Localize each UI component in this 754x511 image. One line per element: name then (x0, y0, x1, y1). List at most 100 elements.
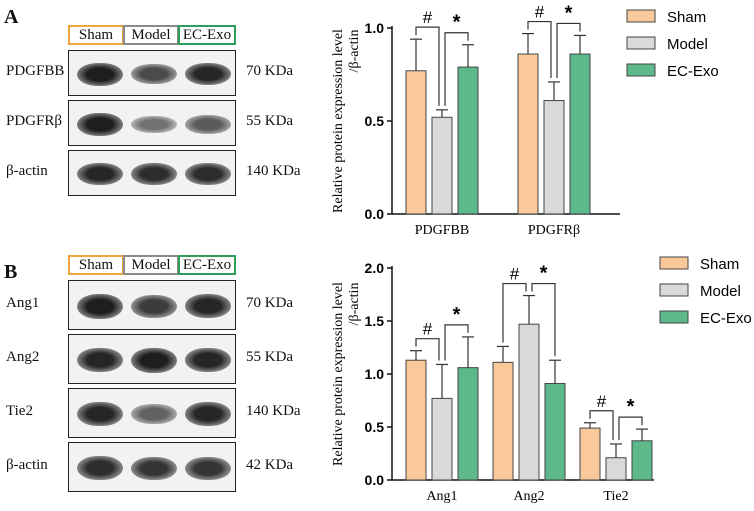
bar-ecexo (544, 383, 566, 481)
significance-bracket: # (589, 392, 614, 440)
y-axis-label: Relative protein expression level/β-acti… (331, 282, 362, 466)
bar-sham (579, 427, 601, 481)
protein-band (185, 348, 231, 372)
significance-bracket: # (415, 320, 440, 361)
error-bar (549, 359, 561, 384)
protein-band (185, 163, 231, 185)
significance-mark: * (627, 396, 635, 418)
protein-label: β-actin (6, 163, 48, 179)
molecular-weight-label: 70 KDa (246, 295, 294, 311)
protein-label: Ang1 (6, 295, 40, 311)
y-axis-label: Relative protein expression level/β-acti… (331, 29, 362, 213)
significance-bracket: # (527, 3, 552, 78)
group-label-model: Model (123, 25, 179, 45)
x-tick-label: Ang1 (426, 489, 457, 504)
significance-mark: # (423, 8, 433, 27)
legend-item-ecexo: EC-Exo (626, 63, 719, 80)
protein-label: Ang2 (6, 349, 40, 365)
svg-text:Sham: Sham (700, 256, 739, 273)
protein-band (131, 116, 177, 133)
protein-band (185, 115, 231, 134)
protein-band (131, 163, 177, 185)
protein-band (77, 348, 123, 372)
group-label-sham: Sham (68, 25, 124, 45)
protein-band (131, 295, 177, 318)
y-tick-label: 2.0 (365, 260, 385, 276)
legend-item-ecexo: EC-Exo (659, 310, 752, 327)
error-bar (410, 38, 422, 71)
blot-row (68, 50, 236, 96)
y-tick-label: 0.5 (365, 419, 385, 435)
error-bar (610, 443, 622, 458)
protein-band (131, 404, 177, 424)
svg-text:Relative protein expression le: Relative protein expression level (331, 29, 346, 213)
error-bar (636, 428, 648, 441)
error-bar (462, 336, 474, 368)
molecular-weight-label: 55 KDa (246, 113, 294, 129)
bar-sham (405, 70, 427, 215)
protein-band (77, 456, 123, 480)
protein-band (77, 63, 123, 86)
blot-row (68, 100, 236, 146)
svg-text:Model: Model (667, 36, 708, 53)
error-bar (497, 345, 509, 363)
bar-ecexo (569, 53, 591, 215)
error-bar (523, 294, 535, 325)
significance-bracket: # (502, 265, 527, 343)
protein-band (77, 294, 123, 319)
bar-model (518, 323, 540, 481)
bar-model (605, 457, 627, 481)
molecular-weight-label: 42 KDa (246, 457, 294, 473)
group-label-ecexo: EC-Exo (178, 255, 236, 275)
y-tick-label: 1.0 (365, 20, 385, 36)
legend-item-model: Model (659, 283, 741, 300)
group-label-ecexo: EC-Exo (178, 25, 236, 45)
bar-model (543, 100, 565, 215)
bar-model (431, 397, 453, 481)
y-tick-label: 0.0 (365, 206, 385, 222)
protein-label: PDGFBB (6, 63, 65, 79)
bar-model (431, 116, 453, 215)
bar-ecexo (457, 66, 479, 215)
protein-label: Tie2 (6, 403, 33, 419)
legend-item-sham: Sham (626, 9, 706, 26)
error-bar (436, 363, 448, 399)
significance-bracket: * (618, 396, 643, 440)
bar-ecexo (457, 367, 479, 481)
bar-ecexo (631, 440, 653, 481)
significance-bracket: * (556, 2, 581, 78)
bar-chart-b: Relative protein expression level/β-acti… (331, 256, 752, 504)
group-label-sham: Sham (68, 255, 124, 275)
blot-row (68, 388, 236, 438)
significance-mark: * (565, 2, 573, 24)
legend-item-sham: Sham (659, 256, 739, 273)
protein-band (77, 402, 123, 426)
bar-sham (517, 53, 539, 215)
significance-mark: # (423, 320, 433, 339)
svg-text:Model: Model (700, 283, 741, 300)
significance-mark: * (540, 263, 548, 285)
svg-text:Relative protein expression le: Relative protein expression level (331, 282, 346, 466)
protein-band (185, 63, 231, 85)
protein-band (185, 457, 231, 480)
error-bar (462, 44, 474, 68)
x-tick-label: PDGFRβ (528, 223, 580, 238)
protein-band (131, 348, 177, 373)
y-tick-label: 0.0 (365, 472, 385, 488)
x-tick-label: Ang2 (513, 489, 544, 504)
significance-bracket: * (531, 263, 556, 357)
protein-band (185, 402, 231, 426)
protein-band (77, 163, 123, 185)
group-label-model: Model (123, 255, 179, 275)
error-bar (522, 32, 534, 55)
significance-mark: # (597, 392, 607, 411)
bar-chart-a: Relative protein expression level/β-acti… (331, 2, 719, 238)
molecular-weight-label: 140 KDa (246, 163, 301, 179)
svg-text:/β-actin: /β-actin (347, 30, 362, 73)
protein-band (131, 64, 177, 84)
blot-row (68, 442, 236, 492)
significance-mark: # (510, 265, 520, 284)
protein-band (131, 457, 177, 480)
svg-text:EC-Exo: EC-Exo (667, 63, 719, 80)
significance-mark: * (453, 304, 461, 326)
